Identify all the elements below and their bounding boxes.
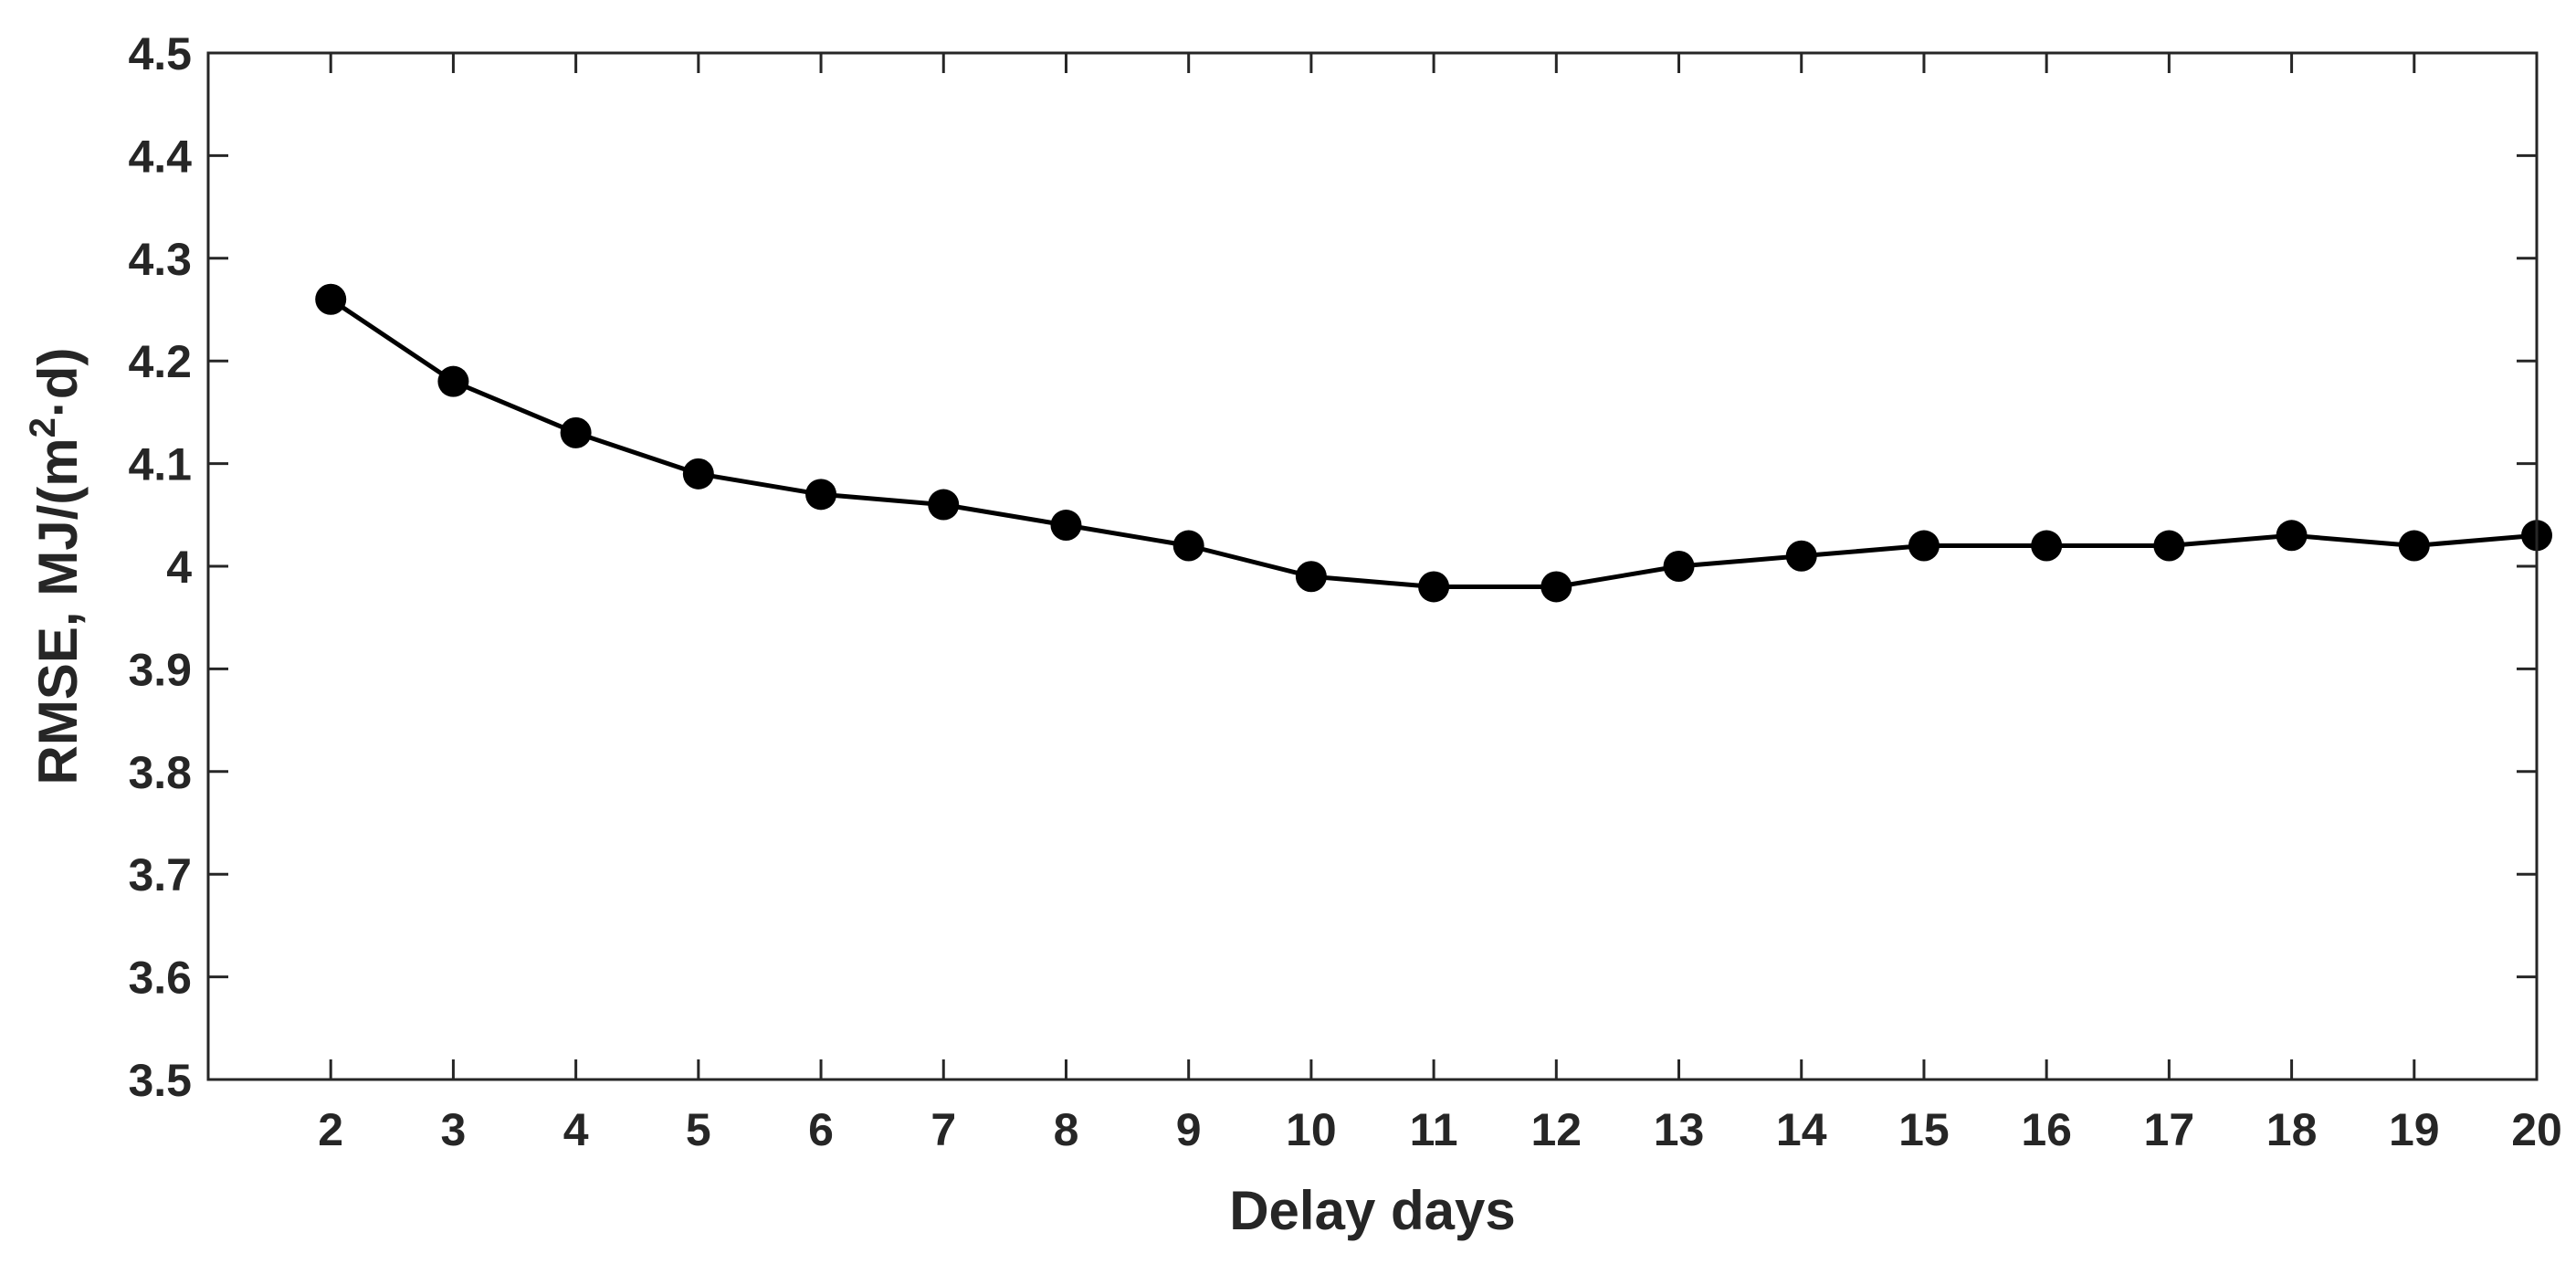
y-axis-title-base: RMSE, MJ/(m [27, 437, 89, 785]
data-point [928, 489, 960, 521]
x-tick-label: 3 [441, 1104, 467, 1155]
data-point [1295, 561, 1327, 593]
x-tick-label: 18 [2266, 1104, 2318, 1155]
x-tick-label: 17 [2144, 1104, 2195, 1155]
data-point [1540, 571, 1572, 603]
data-point [1663, 551, 1695, 582]
x-tick-label: 2 [318, 1104, 343, 1155]
data-point [2398, 530, 2430, 562]
x-tick-label: 15 [1898, 1104, 1950, 1155]
y-tick-label: 3.5 [128, 1055, 192, 1106]
data-point [805, 479, 837, 511]
y-tick-label: 3.7 [128, 849, 192, 901]
data-point [1785, 540, 1817, 572]
y-axis-ticks: 3.5 3.6 3.7 3.8 3.9 4 4.1 4.2 4.3 4.4 4.5 [128, 28, 2537, 1106]
data-point [1050, 510, 1082, 542]
x-tick-label: 9 [1176, 1104, 1202, 1155]
x-tick-label: 19 [2389, 1104, 2440, 1155]
data-point [437, 365, 469, 397]
data-point [682, 458, 714, 490]
x-tick-label: 7 [931, 1104, 956, 1155]
y-tick-label: 3.6 [128, 953, 192, 1004]
x-tick-label: 14 [1776, 1104, 1827, 1155]
x-tick-label: 4 [563, 1104, 589, 1155]
data-point [1418, 571, 1450, 603]
x-axis-ticks: 2 3 4 5 6 7 8 9 10 11 12 13 14 15 16 17 18 19 20 [318, 53, 2562, 1155]
x-axis-title: Delay days [1229, 1180, 1516, 1241]
x-tick-label: 11 [1410, 1104, 1458, 1155]
plot-area-frame [206, 51, 2539, 1081]
data-point [1172, 530, 1204, 562]
data-point [560, 416, 592, 448]
x-tick-label: 12 [1531, 1104, 1582, 1155]
x-tick-label: 8 [1054, 1104, 1079, 1155]
y-tick-label: 3.9 [128, 644, 192, 695]
series-layer [315, 283, 2552, 603]
y-tick-label: 4.4 [128, 131, 192, 182]
x-tick-label: 6 [808, 1104, 834, 1155]
y-axis-title-suffix: ·d) [27, 348, 89, 418]
x-tick-label: 20 [2511, 1104, 2562, 1155]
y-axis-title-superscript: 2 [23, 417, 63, 437]
y-tick-label: 4.1 [128, 439, 192, 490]
x-tick-label: 16 [2021, 1104, 2072, 1155]
data-point [1908, 530, 1940, 562]
data-point [2276, 520, 2308, 552]
data-point [315, 283, 347, 315]
y-tick-label: 4 [166, 542, 192, 593]
y-tick-label: 4.2 [128, 336, 192, 387]
y-axis-title: RMSE, MJ/(m2·d) [23, 348, 89, 785]
y-tick-label: 4.5 [128, 28, 192, 79]
y-tick-label: 4.3 [128, 234, 192, 285]
y-tick-label: 3.8 [128, 747, 192, 798]
x-tick-label: 13 [1654, 1104, 1705, 1155]
x-tick-label: 10 [1286, 1104, 1337, 1155]
data-point [2153, 530, 2185, 562]
data-point [2031, 530, 2063, 562]
x-tick-label: 5 [686, 1104, 711, 1155]
